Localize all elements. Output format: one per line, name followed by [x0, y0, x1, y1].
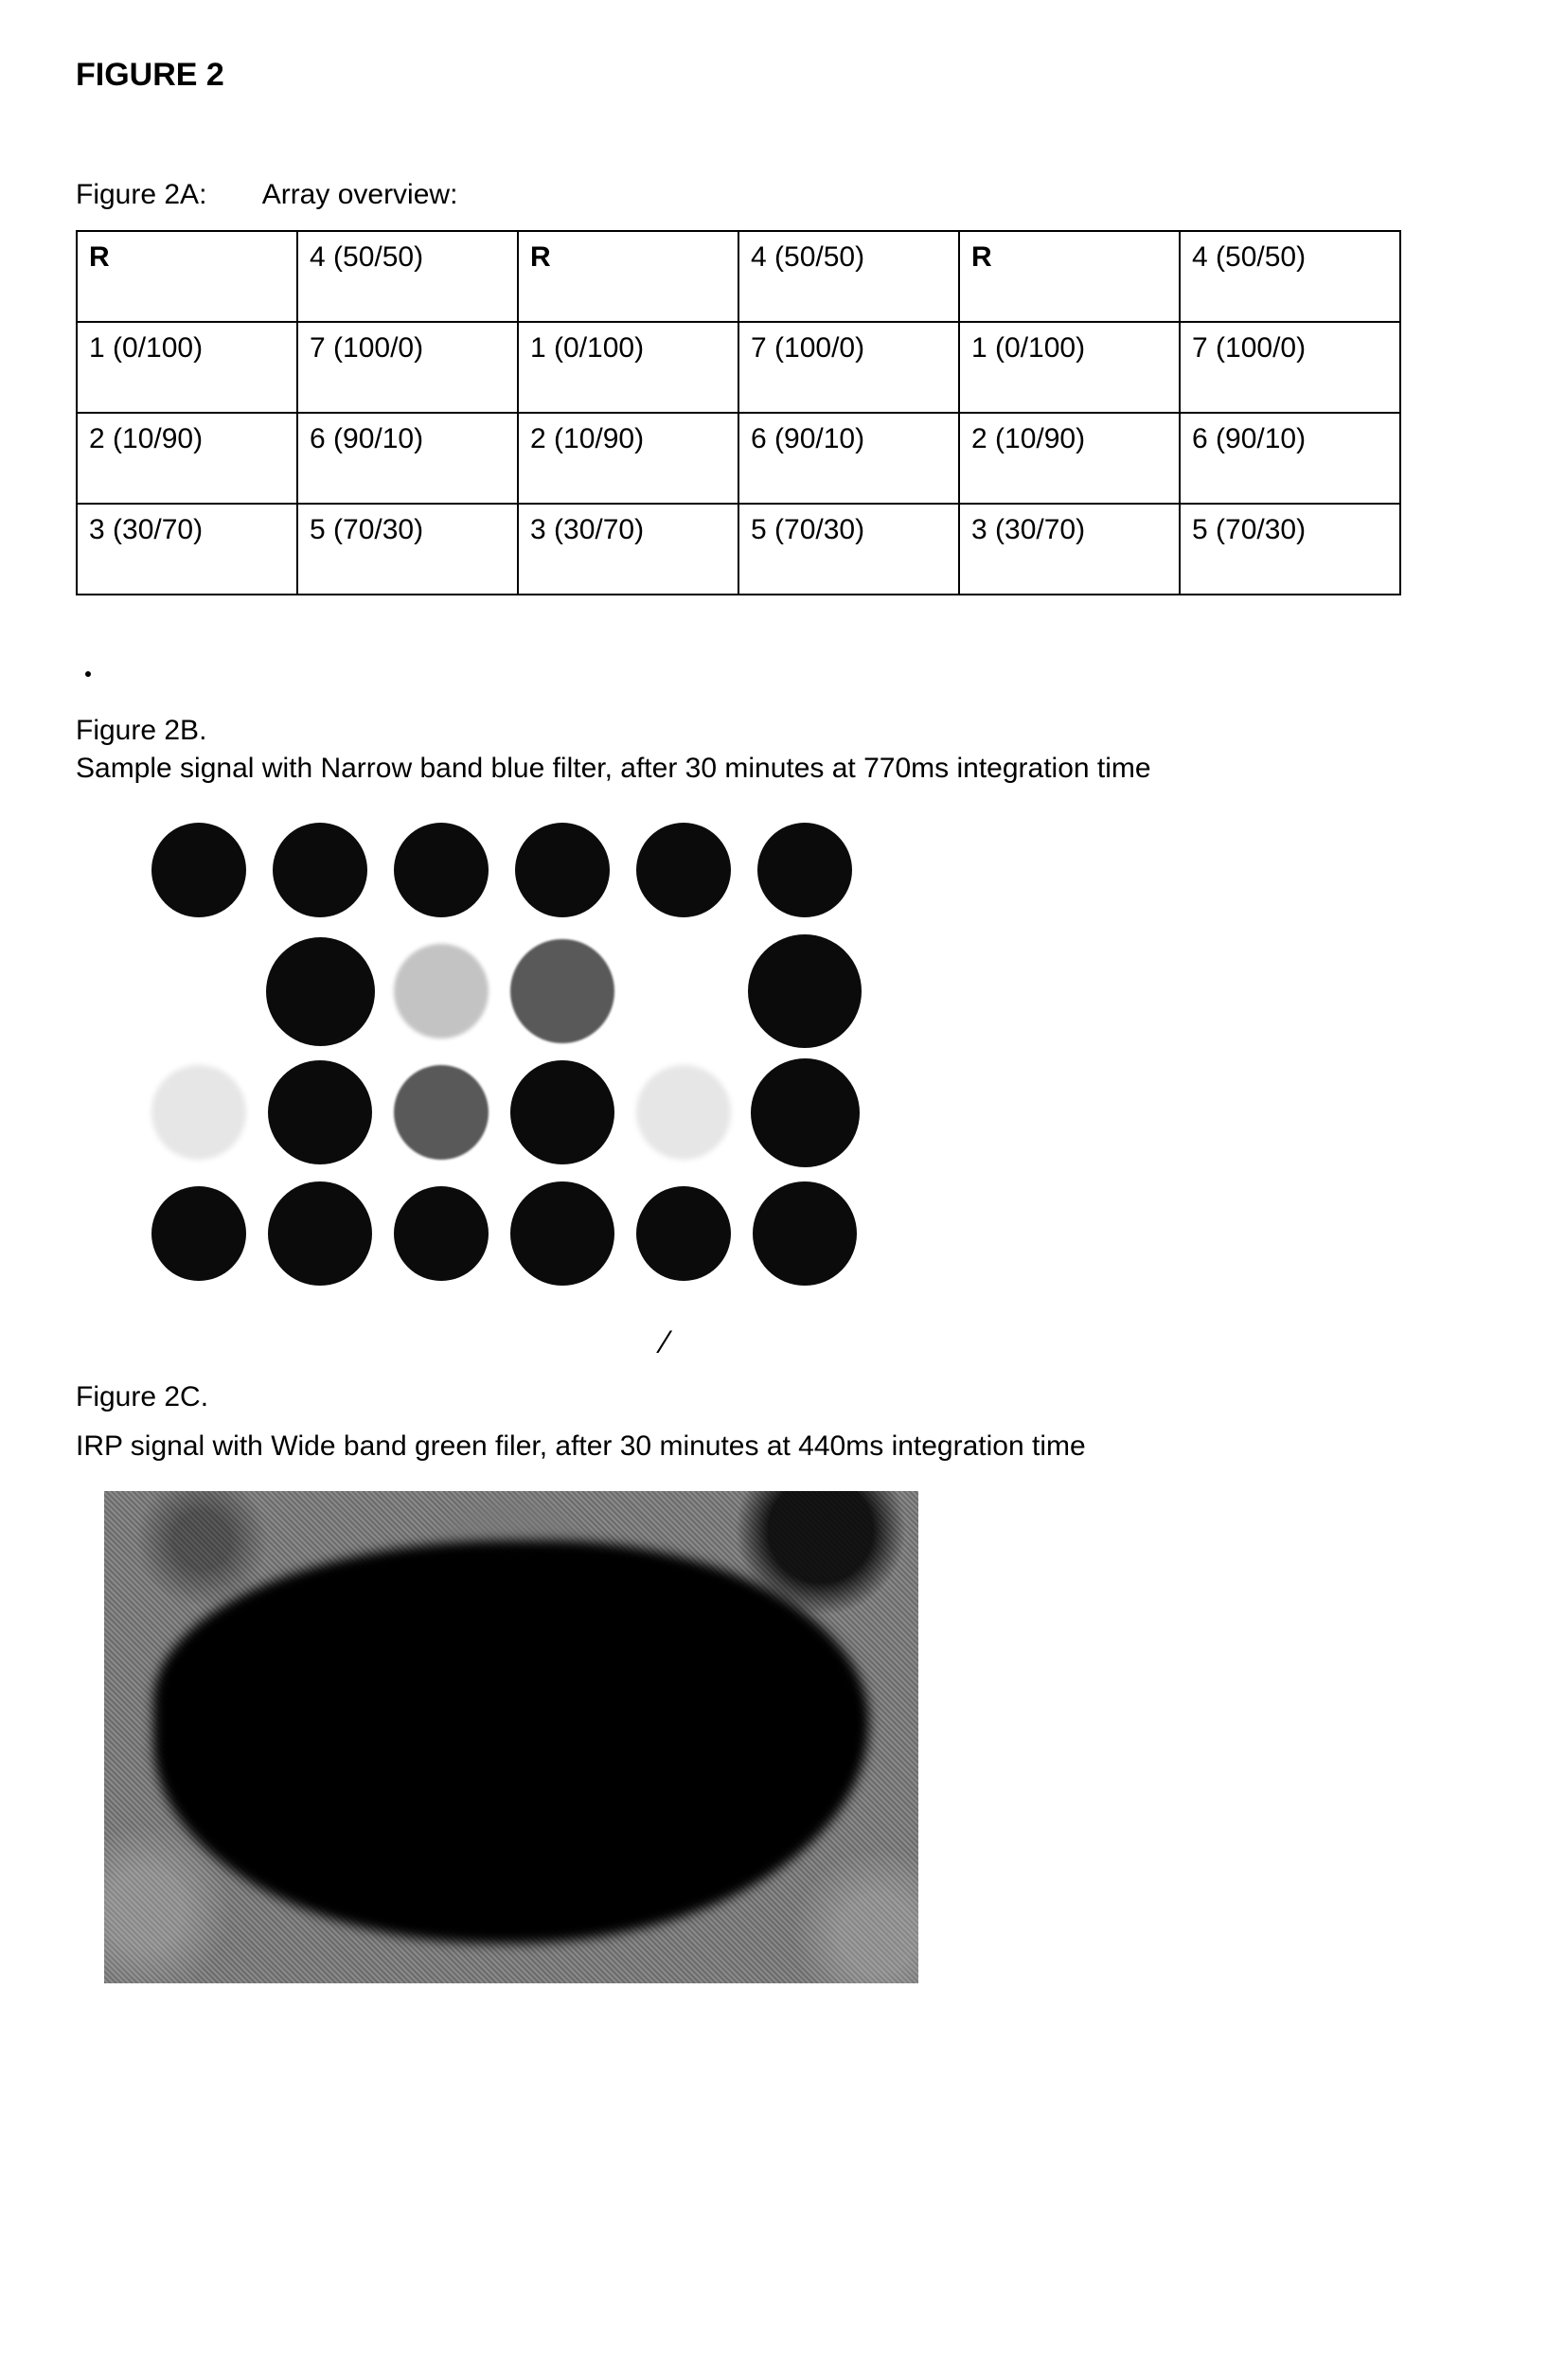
array-spot — [394, 823, 489, 917]
array-spot — [757, 823, 852, 917]
figure-2b-label: Figure 2B. — [76, 715, 1489, 747]
array-spot — [636, 1065, 731, 1160]
table-cell: 4 (50/50) — [297, 231, 518, 322]
array-spot — [510, 939, 614, 1043]
array-spot — [394, 1065, 489, 1160]
table-cell: 3 (30/70) — [77, 504, 297, 595]
figure-2b-dot-array: ⁄ — [133, 813, 909, 1305]
array-spot — [636, 823, 731, 917]
table-cell: 5 (70/30) — [297, 504, 518, 595]
figure-2a-subtitle: Array overview: — [262, 179, 458, 210]
array-overview-table: R4 (50/50)R4 (50/50)R4 (50/50)1 (0/100)7… — [76, 230, 1401, 595]
table-cell: 2 (10/90) — [959, 413, 1180, 504]
figure-2a-label: Figure 2A: — [76, 179, 256, 211]
array-spot — [394, 944, 489, 1039]
table-cell: 5 (70/30) — [738, 504, 959, 595]
array-spot — [751, 1058, 860, 1167]
array-spot — [748, 934, 862, 1048]
table-cell: 3 (30/70) — [959, 504, 1180, 595]
figure-2c-dark-blob — [153, 1540, 870, 1944]
array-spot — [151, 1065, 246, 1160]
array-spot — [510, 1060, 614, 1164]
array-spot — [753, 1181, 857, 1286]
table-cell: 7 (100/0) — [738, 322, 959, 413]
figure-2b-caption: Sample signal with Narrow band blue filt… — [76, 753, 1489, 785]
array-spot — [636, 1186, 731, 1281]
array-spot — [273, 823, 367, 917]
figure-2c-caption: IRP signal with Wide band green filer, a… — [76, 1430, 1489, 1463]
stray-dot-artifact — [85, 671, 91, 677]
table-cell: 7 (100/0) — [1180, 322, 1400, 413]
table-cell: 6 (90/10) — [738, 413, 959, 504]
table-row: 2 (10/90)6 (90/10)2 (10/90)6 (90/10)2 (1… — [77, 413, 1400, 504]
array-spot — [151, 823, 246, 917]
table-cell: R — [518, 231, 738, 322]
table-cell: 7 (100/0) — [297, 322, 518, 413]
array-spot — [268, 1060, 372, 1164]
table-cell: 1 (0/100) — [959, 322, 1180, 413]
array-spot — [510, 1181, 614, 1286]
table-cell: 2 (10/90) — [518, 413, 738, 504]
figure-2a-heading: Figure 2A: Array overview: — [76, 179, 1489, 211]
table-cell: 3 (30/70) — [518, 504, 738, 595]
figure-main-title: FIGURE 2 — [76, 57, 1489, 94]
array-spot — [151, 1186, 246, 1281]
table-cell: R — [959, 231, 1180, 322]
array-spot — [394, 1186, 489, 1281]
table-cell: 6 (90/10) — [297, 413, 518, 504]
table-cell: 5 (70/30) — [1180, 504, 1400, 595]
figure-2c-image — [104, 1491, 918, 1983]
table-row: 1 (0/100)7 (100/0)1 (0/100)7 (100/0)1 (0… — [77, 322, 1400, 413]
table-cell: R — [77, 231, 297, 322]
table-cell: 1 (0/100) — [518, 322, 738, 413]
array-spot — [515, 823, 610, 917]
array-spot — [268, 1181, 372, 1286]
array-spot — [266, 937, 375, 1046]
table-cell: 1 (0/100) — [77, 322, 297, 413]
figure-2c-label: Figure 2C. — [76, 1381, 1489, 1413]
table-row: R4 (50/50)R4 (50/50)R4 (50/50) — [77, 231, 1400, 322]
table-cell: 4 (50/50) — [738, 231, 959, 322]
table-cell: 4 (50/50) — [1180, 231, 1400, 322]
table-cell: 2 (10/90) — [77, 413, 297, 504]
stray-slash-artifact: ⁄ — [663, 1324, 668, 1361]
table-row: 3 (30/70)5 (70/30)3 (30/70)5 (70/30)3 (3… — [77, 504, 1400, 595]
table-cell: 6 (90/10) — [1180, 413, 1400, 504]
